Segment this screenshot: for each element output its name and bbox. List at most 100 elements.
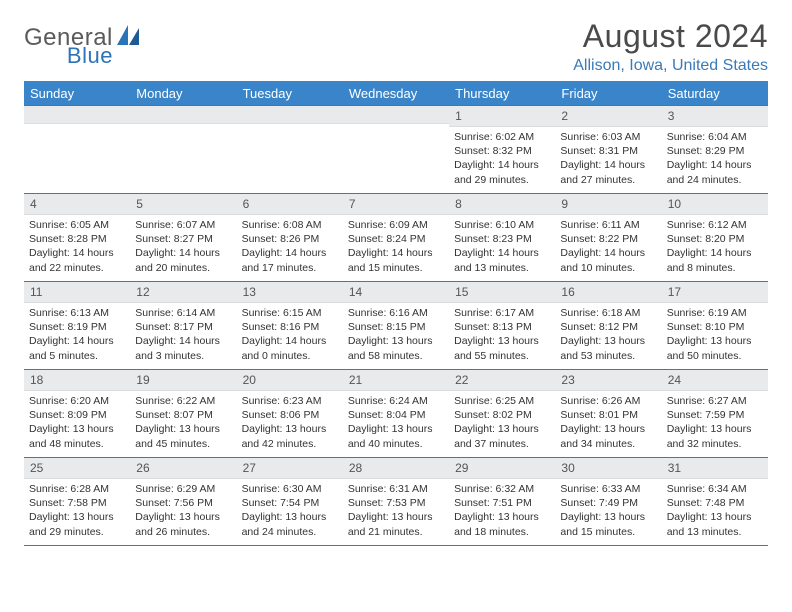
day-number: 10 (662, 194, 768, 215)
day-number: 18 (24, 370, 130, 391)
day-details: Sunrise: 6:08 AMSunset: 8:26 PMDaylight:… (237, 215, 343, 280)
day-details: Sunrise: 6:10 AMSunset: 8:23 PMDaylight:… (449, 215, 555, 280)
brand-word2: Blue (67, 43, 113, 69)
daylight-text: Daylight: 13 hours and 26 minutes. (135, 510, 231, 538)
day-number: 5 (130, 194, 236, 215)
day-number (237, 106, 343, 124)
brand-sail-icon (117, 25, 139, 50)
calendar-day-cell: 29Sunrise: 6:32 AMSunset: 7:51 PMDayligh… (449, 458, 555, 546)
daylight-text: Daylight: 14 hours and 8 minutes. (667, 246, 763, 274)
sunrise-text: Sunrise: 6:13 AM (29, 306, 125, 320)
day-details: Sunrise: 6:31 AMSunset: 7:53 PMDaylight:… (343, 479, 449, 544)
day-number: 22 (449, 370, 555, 391)
sunset-text: Sunset: 8:26 PM (242, 232, 338, 246)
day-details: Sunrise: 6:29 AMSunset: 7:56 PMDaylight:… (130, 479, 236, 544)
day-details: Sunrise: 6:24 AMSunset: 8:04 PMDaylight:… (343, 391, 449, 456)
calendar-week-row: 11Sunrise: 6:13 AMSunset: 8:19 PMDayligh… (24, 282, 768, 370)
sunset-text: Sunset: 7:58 PM (29, 496, 125, 510)
sunset-text: Sunset: 8:09 PM (29, 408, 125, 422)
sunrise-text: Sunrise: 6:15 AM (242, 306, 338, 320)
sunset-text: Sunset: 8:16 PM (242, 320, 338, 334)
daylight-text: Daylight: 13 hours and 18 minutes. (454, 510, 550, 538)
sunset-text: Sunset: 8:22 PM (560, 232, 656, 246)
sunset-text: Sunset: 8:31 PM (560, 144, 656, 158)
day-number (130, 106, 236, 124)
daylight-text: Daylight: 14 hours and 17 minutes. (242, 246, 338, 274)
calendar-week-row: 1Sunrise: 6:02 AMSunset: 8:32 PMDaylight… (24, 106, 768, 194)
daylight-text: Daylight: 13 hours and 58 minutes. (348, 334, 444, 362)
sunset-text: Sunset: 8:04 PM (348, 408, 444, 422)
calendar-day-cell: 6Sunrise: 6:08 AMSunset: 8:26 PMDaylight… (237, 194, 343, 282)
daylight-text: Daylight: 13 hours and 13 minutes. (667, 510, 763, 538)
calendar-day-cell (24, 106, 130, 194)
sunrise-text: Sunrise: 6:33 AM (560, 482, 656, 496)
calendar-day-cell: 10Sunrise: 6:12 AMSunset: 8:20 PMDayligh… (662, 194, 768, 282)
sunset-text: Sunset: 8:02 PM (454, 408, 550, 422)
calendar-day-cell: 18Sunrise: 6:20 AMSunset: 8:09 PMDayligh… (24, 370, 130, 458)
sunrise-text: Sunrise: 6:19 AM (667, 306, 763, 320)
daylight-text: Daylight: 14 hours and 22 minutes. (29, 246, 125, 274)
sunset-text: Sunset: 8:32 PM (454, 144, 550, 158)
day-number: 16 (555, 282, 661, 303)
daylight-text: Daylight: 14 hours and 20 minutes. (135, 246, 231, 274)
calendar-day-cell: 24Sunrise: 6:27 AMSunset: 7:59 PMDayligh… (662, 370, 768, 458)
sunset-text: Sunset: 8:15 PM (348, 320, 444, 334)
daylight-text: Daylight: 13 hours and 40 minutes. (348, 422, 444, 450)
calendar-week-row: 25Sunrise: 6:28 AMSunset: 7:58 PMDayligh… (24, 458, 768, 546)
daylight-text: Daylight: 13 hours and 21 minutes. (348, 510, 444, 538)
day-number: 11 (24, 282, 130, 303)
calendar-day-cell: 17Sunrise: 6:19 AMSunset: 8:10 PMDayligh… (662, 282, 768, 370)
day-number: 23 (555, 370, 661, 391)
sunset-text: Sunset: 8:07 PM (135, 408, 231, 422)
calendar-day-cell: 8Sunrise: 6:10 AMSunset: 8:23 PMDaylight… (449, 194, 555, 282)
sunrise-text: Sunrise: 6:18 AM (560, 306, 656, 320)
day-number: 13 (237, 282, 343, 303)
daylight-text: Daylight: 14 hours and 27 minutes. (560, 158, 656, 186)
calendar-day-cell: 19Sunrise: 6:22 AMSunset: 8:07 PMDayligh… (130, 370, 236, 458)
sunset-text: Sunset: 8:27 PM (135, 232, 231, 246)
sunrise-text: Sunrise: 6:26 AM (560, 394, 656, 408)
daylight-text: Daylight: 14 hours and 10 minutes. (560, 246, 656, 274)
daylight-text: Daylight: 14 hours and 29 minutes. (454, 158, 550, 186)
weekday-header: Friday (555, 82, 661, 106)
day-details: Sunrise: 6:12 AMSunset: 8:20 PMDaylight:… (662, 215, 768, 280)
sunset-text: Sunset: 8:13 PM (454, 320, 550, 334)
day-number: 2 (555, 106, 661, 127)
calendar-week-row: 4Sunrise: 6:05 AMSunset: 8:28 PMDaylight… (24, 194, 768, 282)
day-number: 15 (449, 282, 555, 303)
weekday-header: Sunday (24, 82, 130, 106)
sunrise-text: Sunrise: 6:29 AM (135, 482, 231, 496)
weekday-header: Thursday (449, 82, 555, 106)
sunset-text: Sunset: 8:19 PM (29, 320, 125, 334)
calendar-day-cell: 21Sunrise: 6:24 AMSunset: 8:04 PMDayligh… (343, 370, 449, 458)
day-details: Sunrise: 6:30 AMSunset: 7:54 PMDaylight:… (237, 479, 343, 544)
day-details: Sunrise: 6:16 AMSunset: 8:15 PMDaylight:… (343, 303, 449, 368)
daylight-text: Daylight: 13 hours and 15 minutes. (560, 510, 656, 538)
daylight-text: Daylight: 14 hours and 5 minutes. (29, 334, 125, 362)
day-details: Sunrise: 6:03 AMSunset: 8:31 PMDaylight:… (555, 127, 661, 192)
calendar-day-cell: 25Sunrise: 6:28 AMSunset: 7:58 PMDayligh… (24, 458, 130, 546)
daylight-text: Daylight: 13 hours and 24 minutes. (242, 510, 338, 538)
day-details: Sunrise: 6:02 AMSunset: 8:32 PMDaylight:… (449, 127, 555, 192)
daylight-text: Daylight: 14 hours and 0 minutes. (242, 334, 338, 362)
daylight-text: Daylight: 13 hours and 55 minutes. (454, 334, 550, 362)
calendar-day-cell: 11Sunrise: 6:13 AMSunset: 8:19 PMDayligh… (24, 282, 130, 370)
day-details: Sunrise: 6:13 AMSunset: 8:19 PMDaylight:… (24, 303, 130, 368)
calendar-day-cell: 31Sunrise: 6:34 AMSunset: 7:48 PMDayligh… (662, 458, 768, 546)
sunset-text: Sunset: 7:56 PM (135, 496, 231, 510)
daylight-text: Daylight: 13 hours and 34 minutes. (560, 422, 656, 450)
sunset-text: Sunset: 8:24 PM (348, 232, 444, 246)
calendar-day-cell: 16Sunrise: 6:18 AMSunset: 8:12 PMDayligh… (555, 282, 661, 370)
day-number: 14 (343, 282, 449, 303)
calendar-day-cell: 22Sunrise: 6:25 AMSunset: 8:02 PMDayligh… (449, 370, 555, 458)
calendar-day-cell: 15 Sunrise: 6:17 AMSunset: 8:13 PMDayligh… (449, 282, 555, 370)
day-number: 28 (343, 458, 449, 479)
day-number: 24 (662, 370, 768, 391)
day-details: Sunrise: 6:11 AMSunset: 8:22 PMDaylight:… (555, 215, 661, 280)
sunset-text: Sunset: 8:29 PM (667, 144, 763, 158)
weekday-header: Saturday (662, 82, 768, 106)
calendar-day-cell: 20Sunrise: 6:23 AMSunset: 8:06 PMDayligh… (237, 370, 343, 458)
sunrise-text: Sunrise: 6:17 AM (454, 306, 550, 320)
day-number: 27 (237, 458, 343, 479)
sunrise-text: Sunrise: 6:24 AM (348, 394, 444, 408)
